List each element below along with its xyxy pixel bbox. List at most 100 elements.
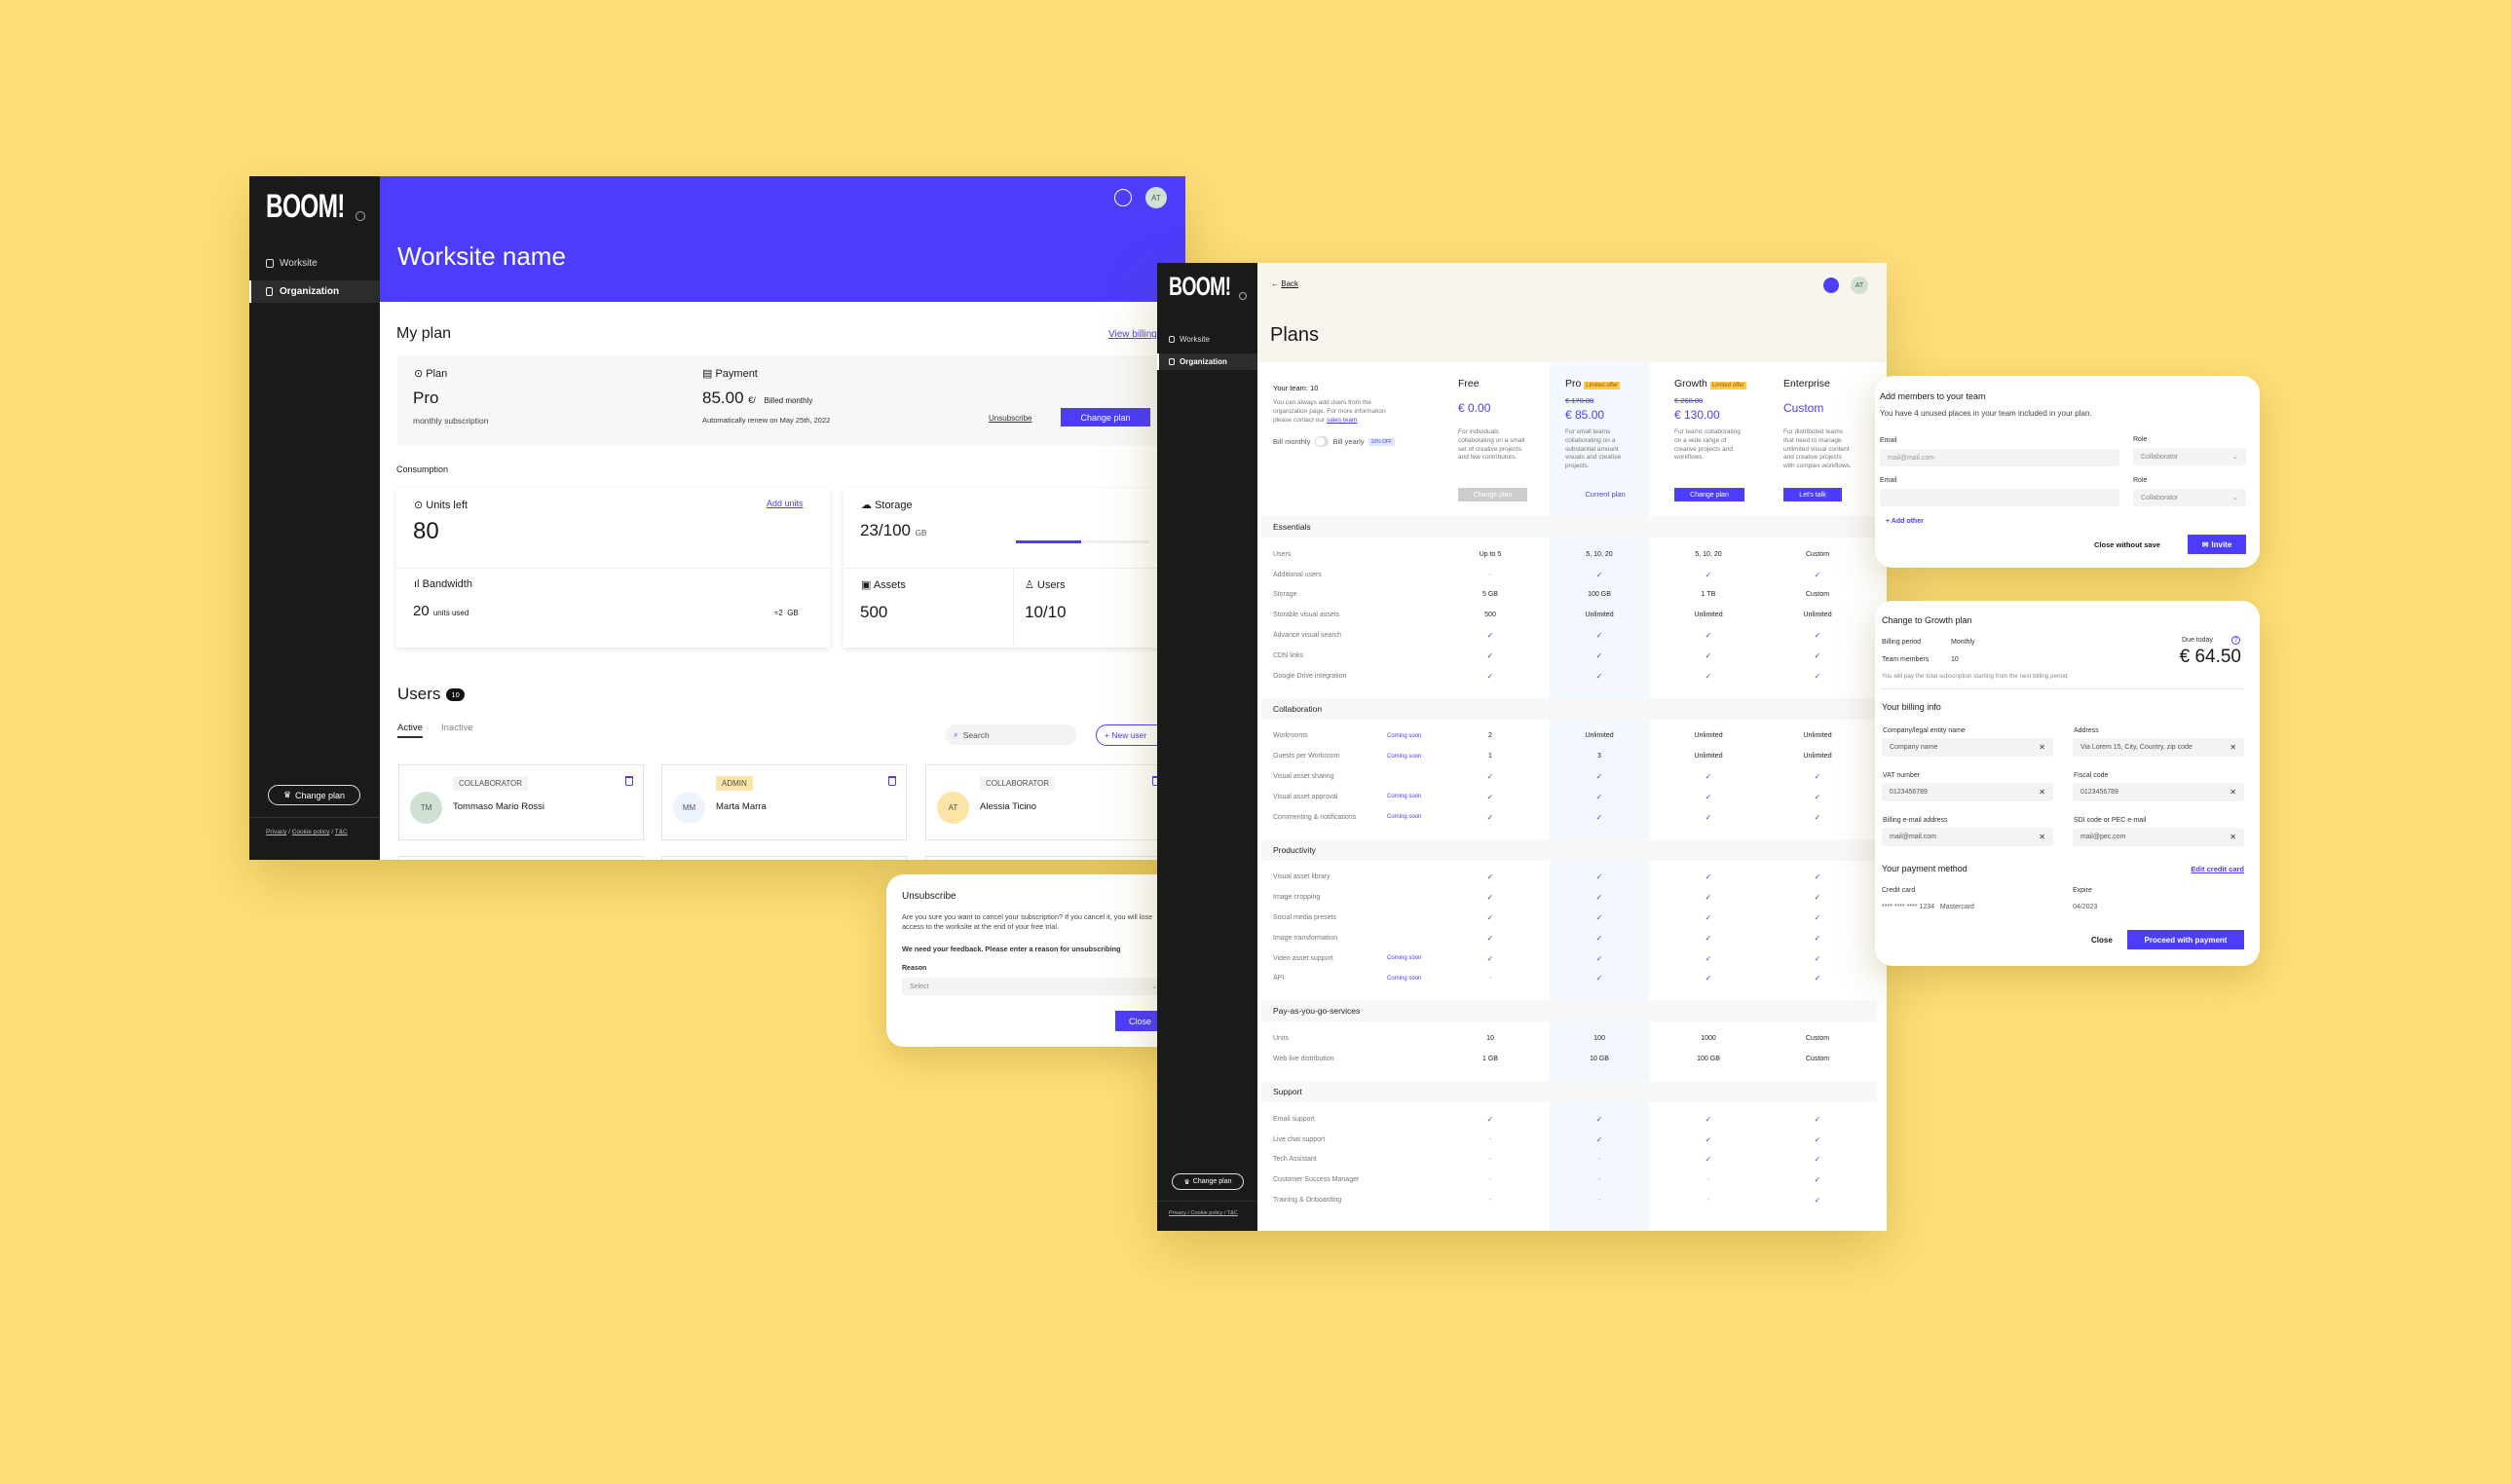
billing-field[interactable]: Company name ✕ [1882,738,2053,757]
user-card[interactable]: AT COLLABORATOR Alessia Ticino [925,764,1171,840]
payment-label: ▤ Payment [702,367,758,380]
chevron-down-icon: ⌄ [2232,495,2238,501]
check-icon: ✓ [1705,631,1712,641]
change-plan-button[interactable]: ♛ Change plan [1172,1173,1244,1190]
plan-description: For distributed teams that need to manag… [1783,428,1852,470]
user-card[interactable] [398,856,644,860]
billing-field[interactable]: 0123456789 ✕ [1882,783,2053,801]
billing-field[interactable]: mail@mail.com ✕ [1882,828,2053,846]
trash-icon[interactable] [888,776,896,786]
collapse-sidebar-icon[interactable] [1239,292,1247,300]
arrow-left-icon: ← [1271,279,1282,288]
coming-soon-badge: Coming soon [1387,955,1422,962]
view-billing-link[interactable]: View billing [1108,329,1157,340]
sidebar-item-organization[interactable]: Organization [1157,353,1257,370]
feature-label: Image transformation [1273,934,1338,942]
check-icon: ✓ [1486,933,1494,943]
plan-price: € 130.00 [1674,408,1720,422]
check-icon: ✓ [1705,1114,1712,1124]
avatar[interactable]: AT [1145,187,1167,208]
check-icon: ✓ [1486,1114,1494,1124]
feature-label: Live chat support [1273,1135,1326,1143]
feature-value: 100 GB [1697,1056,1720,1063]
plan-name-row: Pro Limited offer [1565,378,1653,390]
add-other-link[interactable]: + Add other [1886,518,1924,525]
billing-field[interactable]: Via Lorem 15, City, Country, zip code ✕ [2073,738,2244,757]
user-card[interactable]: MM ADMIN Marta Marra [661,764,907,840]
user-card[interactable] [661,856,907,860]
email-input[interactable]: mail@mail.com [1880,449,2119,466]
field-label: VAT number [1883,772,1921,779]
role-select[interactable]: Collaborator ⌄ [2133,489,2246,506]
clear-icon[interactable]: ✕ [2230,833,2236,841]
close-without-save-button[interactable]: Close without save [2094,540,2160,549]
tab-inactive[interactable]: Inactive [441,723,473,733]
plan-action-button[interactable]: Change plan [1674,488,1744,501]
tab-active[interactable]: Active [397,723,423,738]
proceed-with-payment-button[interactable]: Proceed with payment [2127,930,2244,949]
check-icon: ✓ [1486,650,1494,660]
new-user-button[interactable]: + New user [1096,724,1185,746]
privacy-link[interactable]: Privacy [266,829,287,835]
add-units-link[interactable]: Add units [767,499,804,508]
check-icon: ✓ [1814,893,1821,903]
reason-select[interactable]: Select ⌄ [902,978,1165,995]
clear-icon[interactable]: ✕ [2039,743,2045,752]
close-button[interactable]: Close [1115,1011,1165,1031]
plan-change-button[interactable]: Change plan [1458,488,1527,501]
plans-window: BOOM! Worksite Organization ♛ Change plan… [1157,263,1887,1231]
footer-links[interactable]: Privacy / Cookie policy / T&C [1169,1210,1238,1216]
cookie-policy-link[interactable]: Cookie policy [291,829,330,835]
user-card[interactable]: TM COLLABORATOR Tommaso Mario Rossi [398,764,644,840]
user-card[interactable] [925,856,1171,860]
avatar[interactable]: AT [1851,277,1868,294]
table-row: Image transformation ✓ ✓ ✓ ✓ [1261,928,1877,948]
feature-value: 5, 10, 20 [1695,550,1722,558]
sales-team-link[interactable]: sales team [1326,417,1358,424]
invite-button[interactable]: ✉ Invite [2188,535,2246,554]
plan-action-button[interactable]: Let's talk [1783,488,1842,501]
avatar: AT [937,792,969,824]
price-currency: €/ [748,395,756,405]
role-select[interactable]: Collaborator ⌄ [2133,448,2246,465]
feature-value: Unlimited [1694,612,1723,619]
sidebar-item-worksite[interactable]: Worksite [1157,333,1257,346]
check-icon: ✓ [1486,812,1494,822]
tc-link[interactable]: T&C [334,829,348,835]
check-icon: ✓ [1705,953,1712,963]
billing-toggle[interactable] [1315,436,1329,447]
change-plan-button[interactable]: ♛ Change plan [268,785,360,805]
help-icon[interactable]: ? [2231,636,2240,645]
expire-label: Expire [2073,887,2092,894]
check-icon: ✓ [1486,913,1494,923]
back-link[interactable]: ← Back [1271,279,1298,288]
clear-icon[interactable]: ✕ [2230,788,2236,797]
change-plan-button[interactable]: Change plan [1061,408,1150,427]
clear-icon[interactable]: ✕ [2039,833,2045,841]
close-button[interactable]: Close [2091,936,2113,945]
clear-icon[interactable]: ✕ [2230,743,2236,752]
field-value: 0123456789 [2080,789,2118,796]
search-input[interactable]: ⌕ Search [946,724,1076,745]
page-title: Worksite name [397,241,566,271]
feature-label: Units [1273,1035,1289,1043]
crown-icon: ♛ [282,790,292,799]
table-row: Tech Assistant - - ✓ ✓ [1261,1150,1877,1170]
billing-field[interactable]: 0123456789 ✕ [2073,783,2244,801]
support-icon[interactable] [1823,278,1839,293]
trash-icon[interactable] [625,776,633,786]
feedback-text: We need your feedback. Please enter a re… [902,945,1121,953]
collapse-sidebar-icon[interactable] [356,211,365,221]
clear-icon[interactable]: ✕ [2039,788,2045,797]
plan-name-row: Growth Limited offer [1674,378,1762,390]
edit-credit-card-link[interactable]: Edit credit card [2191,865,2244,873]
unsubscribe-link[interactable]: Unsubscribe [989,414,1032,423]
check-icon: ✓ [1705,772,1712,782]
table-row: Workrooms Coming soon 2 Unlimited Unlimited U… [1261,726,1877,747]
support-icon[interactable] [1114,189,1132,206]
email-input[interactable] [1880,489,2119,506]
sidebar-item-label: Worksite [1180,335,1210,344]
billing-field[interactable]: mail@pec.com ✕ [2073,828,2244,846]
sidebar-item-organization[interactable]: Organization [249,280,380,303]
sidebar-item-worksite[interactable]: Worksite [249,254,380,272]
